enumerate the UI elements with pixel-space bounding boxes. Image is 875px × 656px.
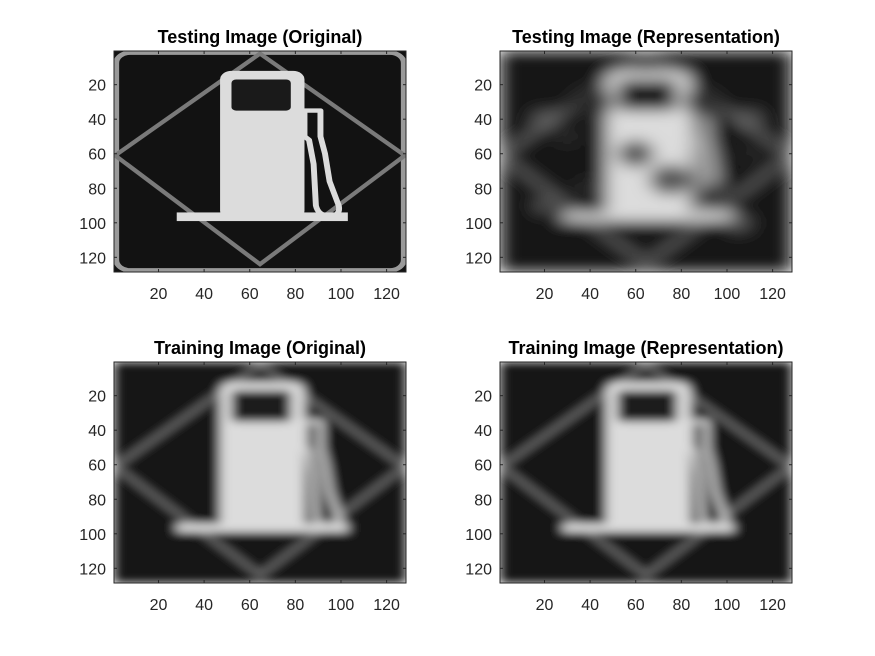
y-tick-label: 20 [88,78,106,95]
subplot-title: Testing Image (Original) [158,27,363,47]
subplot-1: 20 40 60 80 100 120 20 40 60 80 100 120 Testing Imag… [79,27,407,303]
y-tick-label: 100 [79,216,106,233]
x-tick-label: 40 [195,597,213,614]
y-tick-label: 40 [88,423,106,440]
image-2 [500,51,792,272]
x-tick-label: 120 [373,597,400,614]
x-tick-label: 100 [714,597,741,614]
y-tick-label: 40 [474,112,492,129]
y-tick-label: 120 [465,250,492,267]
x-tick-label: 100 [328,286,355,303]
y-tick-label: 120 [79,561,106,578]
y-tick-label: 120 [465,561,492,578]
x-tick-label: 100 [328,597,355,614]
x-tick-label: 20 [150,286,168,303]
y-tick-label: 60 [88,147,106,164]
x-tick-label: 20 [536,597,554,614]
image-4 [500,362,792,583]
x-tick-label: 20 [150,597,168,614]
x-tick-label: 60 [241,286,259,303]
x-tick-label: 80 [286,597,304,614]
axes-box [113,361,407,584]
x-tick-label: 120 [759,286,786,303]
subplot-4: 20 40 60 80 100 120 20 40 60 80 100 120 Training Ima… [465,338,793,614]
y-tick-label: 40 [474,423,492,440]
y-tick-label: 100 [465,216,492,233]
axes-box [499,361,793,584]
x-tick-label: 40 [195,286,213,303]
subplot-title: Training Image (Original) [154,338,366,358]
y-tick-label: 120 [79,250,106,267]
x-tick-label: 60 [627,597,645,614]
axes-box [499,50,793,273]
x-tick-label: 60 [627,286,645,303]
x-tick-label: 80 [672,597,690,614]
x-tick-label: 80 [672,286,690,303]
y-tick-label: 20 [474,78,492,95]
y-tick-label: 60 [88,458,106,475]
subplot-3: 20 40 60 80 100 120 20 40 60 80 100 120 Training Ima… [79,338,407,614]
y-tick-label: 40 [88,112,106,129]
x-tick-label: 40 [581,286,599,303]
subplot-title: Training Image (Representation) [508,338,783,358]
y-tick-label: 80 [474,181,492,198]
x-tick-label: 120 [373,286,400,303]
y-tick-label: 80 [88,181,106,198]
x-tick-label: 80 [286,286,304,303]
y-tick-label: 20 [88,389,106,406]
image-1 [114,51,406,272]
y-tick-label: 60 [474,458,492,475]
y-tick-label: 60 [474,147,492,164]
subplot-title: Testing Image (Representation) [512,27,780,47]
y-tick-label: 20 [474,389,492,406]
y-tick-label: 80 [88,492,106,509]
axes-box [113,50,407,273]
x-tick-label: 40 [581,597,599,614]
y-tick-label: 100 [79,527,106,544]
x-tick-label: 60 [241,597,259,614]
y-tick-label: 80 [474,492,492,509]
x-tick-label: 20 [536,286,554,303]
x-tick-label: 100 [714,286,741,303]
y-tick-label: 100 [465,527,492,544]
x-tick-label: 120 [759,597,786,614]
subplot-2: 20 40 60 80 100 120 20 40 60 80 100 120 Testing Imag… [465,27,793,303]
image-3 [114,362,406,583]
